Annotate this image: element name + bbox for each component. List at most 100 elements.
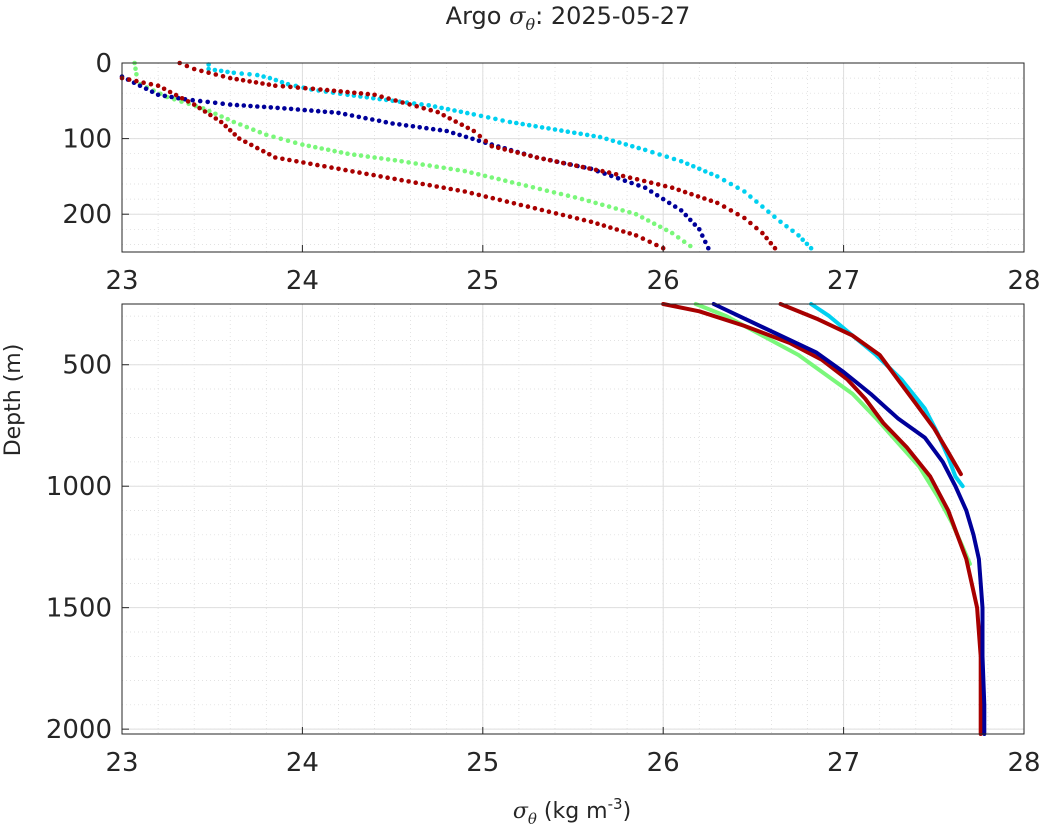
data-point [465, 125, 471, 131]
data-point [372, 92, 377, 98]
data-point [191, 102, 197, 107]
data-point [143, 86, 149, 91]
data-point [141, 80, 146, 85]
data-point [471, 112, 477, 117]
data-point [772, 214, 777, 219]
data-point [336, 166, 341, 172]
data-point [232, 132, 237, 137]
data-point [357, 170, 362, 175]
x-tick-label: 27 [827, 266, 860, 296]
data-point [489, 143, 495, 149]
data-point [578, 131, 583, 137]
data-point [600, 168, 605, 174]
data-point [671, 156, 677, 162]
data-point [244, 124, 250, 130]
y-tick-label: 1500 [46, 594, 112, 624]
data-point [627, 175, 633, 180]
data-point [636, 183, 641, 188]
data-point [532, 206, 538, 211]
data-point [325, 147, 331, 153]
top-axes-box [121, 62, 1025, 253]
data-point [525, 204, 531, 209]
bottom-tick-labels: 23 24 25 26 27 28 500 1000 1500 2000 [46, 351, 1041, 778]
bottom-axes-box [121, 303, 1025, 735]
data-point [240, 78, 246, 83]
data-point [376, 118, 382, 124]
data-point [261, 104, 267, 110]
data-point [706, 245, 711, 251]
data-point [608, 225, 613, 230]
data-point [315, 162, 320, 168]
data-point [642, 185, 648, 190]
data-point [184, 63, 190, 69]
data-point [315, 108, 321, 114]
data-point [609, 173, 614, 179]
data-point [260, 81, 265, 86]
data-point [534, 155, 540, 160]
data-point [271, 134, 276, 140]
data-point [469, 170, 474, 175]
data-point [477, 133, 483, 139]
data-point [483, 138, 489, 144]
data-point [772, 245, 778, 251]
data-point [197, 105, 202, 111]
data-point [238, 122, 243, 127]
data-point [392, 176, 397, 182]
bottom-panel-deep: 23 24 25 26 27 28 500 1000 1500 2000 [46, 302, 1041, 778]
data-point [630, 144, 635, 149]
data-point [406, 160, 411, 165]
data-point [248, 103, 253, 109]
data-point [247, 72, 252, 77]
data-point [533, 124, 538, 129]
data-point [688, 243, 693, 249]
data-point [202, 109, 208, 114]
top-series-group [119, 60, 814, 251]
data-point [137, 83, 143, 88]
data-point [645, 218, 651, 223]
data-point [428, 107, 434, 113]
data-point [669, 185, 675, 190]
data-point [681, 239, 687, 244]
data-point [336, 110, 341, 116]
data-point [593, 167, 599, 173]
data-point [709, 171, 714, 177]
data-point [689, 191, 694, 197]
data-point [179, 96, 185, 101]
data-point [593, 200, 598, 206]
data-point [567, 214, 573, 219]
data-point [133, 66, 138, 71]
data-point [558, 191, 564, 197]
data-point [441, 113, 447, 118]
data-point [275, 105, 280, 111]
data-point [552, 127, 558, 132]
data-point [541, 156, 546, 162]
data-point [688, 217, 693, 223]
data-point [432, 104, 438, 109]
data-point [397, 122, 402, 127]
data-point [553, 211, 559, 216]
data-point [280, 156, 285, 162]
data-point [318, 87, 323, 92]
data-point [463, 134, 469, 140]
data-point [695, 194, 701, 199]
data-point [574, 163, 579, 168]
data-point [424, 125, 429, 131]
data-point [231, 70, 237, 76]
y-tick-label: 0 [95, 49, 112, 79]
data-point [610, 138, 616, 144]
data-point [615, 176, 621, 181]
data-point [413, 161, 419, 166]
x-tick-label: 25 [466, 748, 499, 778]
data-point [282, 106, 287, 111]
data-point [476, 172, 481, 177]
data-point [417, 125, 423, 130]
data-point [471, 128, 477, 134]
data-point [212, 100, 218, 106]
data-point [430, 126, 436, 132]
data-point [280, 84, 286, 89]
data-point [167, 89, 173, 95]
data-point [241, 103, 247, 108]
data-point [629, 180, 634, 186]
data-point [385, 175, 390, 180]
data-point [620, 208, 625, 213]
